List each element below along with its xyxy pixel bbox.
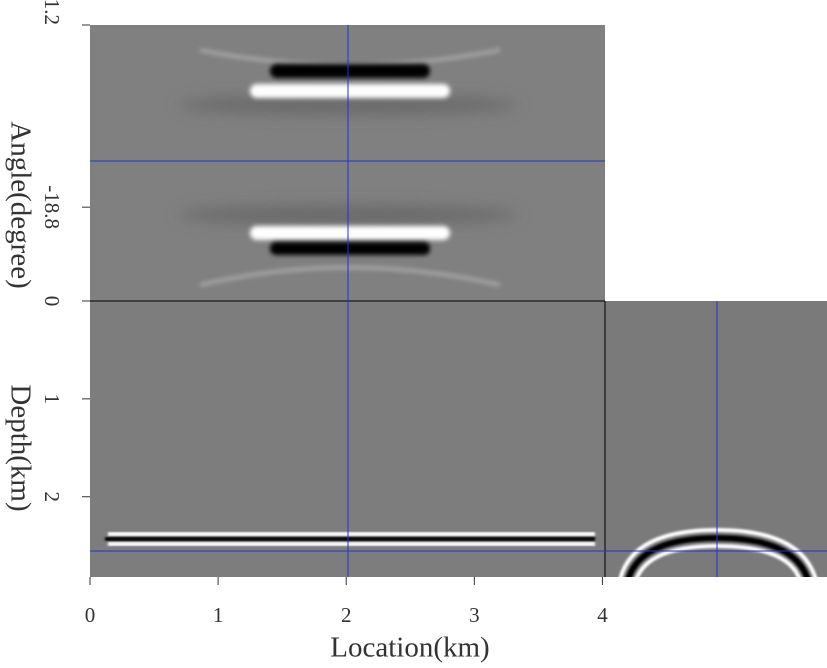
x-tick-label: 1 (213, 603, 224, 627)
x-tick-label: 4 (597, 603, 608, 627)
y2-axis-title: Angle(degree) (4, 121, 36, 288)
y2-tick-label: -18.8 (40, 185, 64, 229)
y-tick-label: 1 (40, 394, 64, 405)
y-tick-label: 0 (40, 296, 64, 307)
y-axis-title: Depth(km) (4, 384, 36, 511)
x-tick-label: 0 (85, 603, 96, 627)
x-tick-label: 3 (469, 603, 480, 627)
y-tick-label: 2 (40, 491, 64, 502)
x-tick-label: 2 (341, 603, 352, 627)
x-axis-title: Location(km) (330, 632, 489, 664)
side-panel (605, 301, 827, 577)
y2-tick-label: 61.2 (40, 0, 64, 25)
